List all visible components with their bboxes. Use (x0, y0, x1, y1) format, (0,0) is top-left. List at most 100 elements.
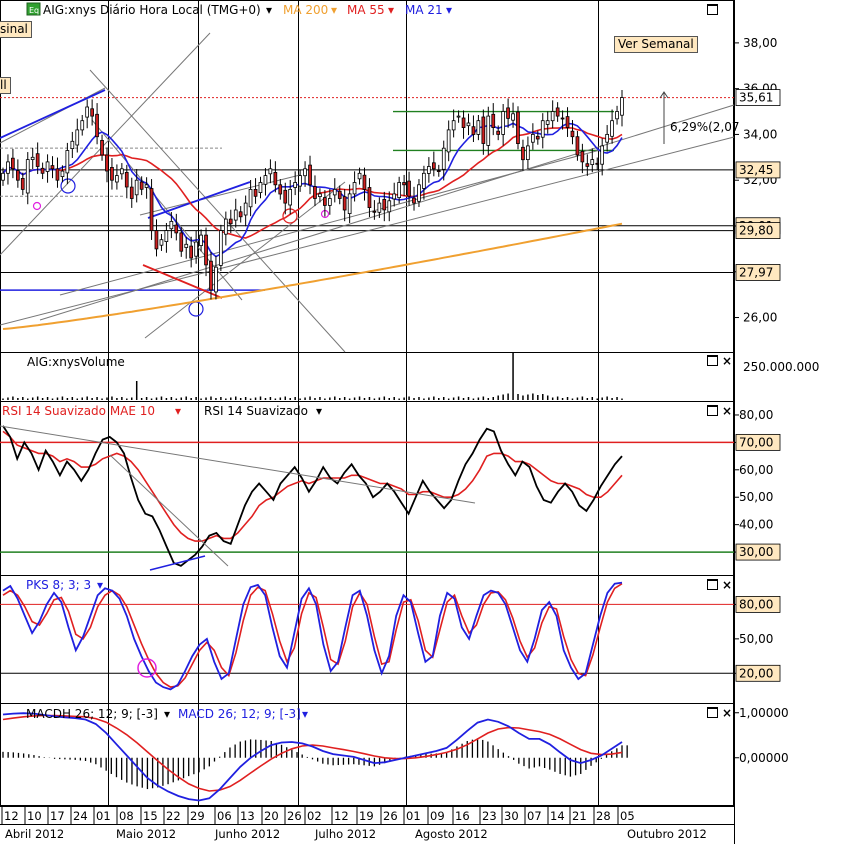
candle-body (10, 157, 15, 170)
date-tick-label: 02 (307, 809, 322, 823)
price-level-label: 35,61 (739, 91, 773, 105)
rsi-mae-dropdown-icon[interactable]: ▾ (175, 404, 181, 418)
candle-body (407, 180, 411, 197)
candle-body (313, 186, 317, 199)
date-tick-label: 06 (217, 809, 232, 823)
candle-body (6, 161, 10, 174)
close-pks-icon[interactable]: × (722, 578, 733, 592)
candle-body (278, 184, 283, 195)
candle-body (555, 107, 560, 117)
ma200-line (2, 222, 623, 330)
macdh-title[interactable]: MACDH 26; 12; 9; [-3] (26, 707, 158, 721)
trendline (139, 174, 301, 216)
candle-body (402, 182, 406, 186)
candle-body (426, 166, 431, 174)
date-tick-label: 13 (240, 809, 255, 823)
ma55-dropdown-icon[interactable]: ▾ (388, 3, 394, 17)
date-tick-label: 21 (572, 809, 587, 823)
rsi-title[interactable]: RSI 14 Suavizado (204, 404, 308, 418)
date-tick-label: 01 (406, 809, 421, 823)
ma55-label[interactable]: MA 55 (347, 3, 385, 17)
candle-body (516, 111, 520, 145)
candle-body (144, 184, 149, 188)
candle-body (194, 241, 198, 257)
date-tick-label: 22 (166, 809, 181, 823)
rsi-dropdown-icon[interactable]: ▾ (316, 404, 322, 418)
ma200-label[interactable]: MA 200 (283, 3, 328, 17)
close-volume-icon[interactable]: × (722, 354, 733, 368)
ma21-label[interactable]: MA 21 (405, 3, 443, 17)
volume-bars (2, 353, 623, 400)
candle-body (521, 146, 525, 161)
macd-dropdown-icon[interactable]: ▾ (302, 707, 308, 721)
candle-body (526, 145, 530, 160)
candles (1, 90, 624, 300)
candle-body (605, 133, 610, 143)
volume-title: AIG:xnysVolume (27, 355, 125, 369)
candle-body (382, 198, 387, 211)
date-tick-label: 10 (27, 809, 42, 823)
close-rsi-icon[interactable]: × (722, 404, 733, 418)
maximize-macd-icon[interactable] (707, 707, 718, 718)
symbol-title[interactable]: AIG:xnys Diário Hora Local (TMG+0) (43, 3, 261, 17)
candle-body (397, 182, 402, 199)
candle-body (575, 136, 580, 156)
ma21-dropdown-icon[interactable]: ▾ (446, 3, 452, 17)
maximize-pks-icon[interactable] (707, 579, 718, 590)
blue-trendline (0, 89, 106, 139)
rsi-mae-line (2, 430, 623, 542)
pks-dropdown-icon[interactable]: ▾ (97, 578, 103, 592)
macd-title[interactable]: MACD 26; 12; 9; [-3] (178, 707, 301, 721)
candle-body (308, 164, 312, 186)
macd-histogram (2, 738, 628, 790)
left-tag[interactable]: ll (0, 77, 11, 94)
maximize-rsi-icon[interactable] (707, 405, 718, 416)
rsi-mae-title[interactable]: RSI 14 Suavizado MAE 10 (2, 404, 155, 418)
date-tick-label: 15 (143, 809, 158, 823)
candle-body (233, 209, 238, 221)
symbol-dropdown-icon[interactable]: ▾ (266, 3, 272, 17)
candle-body (85, 106, 89, 118)
candle-body (179, 232, 184, 252)
candle-body (531, 133, 535, 143)
candle-body (550, 111, 555, 122)
candle-body (90, 108, 94, 117)
candle-body (570, 130, 575, 138)
date-tick-label: 17 (50, 809, 65, 823)
osc-axis-label: 20,00 (739, 666, 773, 680)
date-tick-label: 26 (383, 809, 398, 823)
pks-title[interactable]: PKS 8; 3; 3 (26, 578, 91, 592)
date-tick-label: 12 (334, 809, 349, 823)
candle-body (258, 182, 263, 194)
price-level-label: 32,45 (739, 163, 773, 177)
macd-axis: 1,00000 0,00000 (734, 706, 789, 765)
osc-axis-label: 60,00 (739, 463, 773, 477)
symbol-icon-text: Eq (29, 6, 39, 15)
candle-body (506, 107, 510, 119)
candle-body (337, 190, 342, 199)
date-tick-label: 29 (190, 809, 205, 823)
candle-body (100, 139, 104, 156)
month-label: Abril 2012 (5, 827, 64, 841)
candle-body (189, 245, 193, 259)
candle-body (70, 140, 75, 150)
percent-arrowhead (659, 91, 669, 99)
osc-level-badge (735, 543, 781, 561)
maximize-volume-icon[interactable] (707, 355, 718, 366)
price-axis-label: 38,00 (743, 36, 777, 50)
rsi-axis: 80,00 70,00 60,00 50,00 40,00 30,00 (0, 408, 781, 561)
close-macd-icon[interactable]: × (722, 706, 733, 720)
macdh-dropdown-icon[interactable]: ▾ (164, 707, 170, 721)
candle-body (154, 230, 159, 250)
symbol-icon[interactable] (26, 2, 41, 16)
candle-body (421, 172, 426, 189)
ver-semanal-button[interactable]: Ver Semanal (614, 36, 698, 53)
candle-body (30, 156, 35, 161)
candle-body (476, 120, 481, 135)
sinal-tag[interactable]: sinal (0, 21, 32, 38)
ma200-dropdown-icon[interactable]: ▾ (331, 3, 337, 17)
osc-axis-label: 50,00 (739, 632, 773, 646)
candle-body (367, 187, 372, 209)
maximize-price-icon[interactable] (707, 4, 718, 15)
